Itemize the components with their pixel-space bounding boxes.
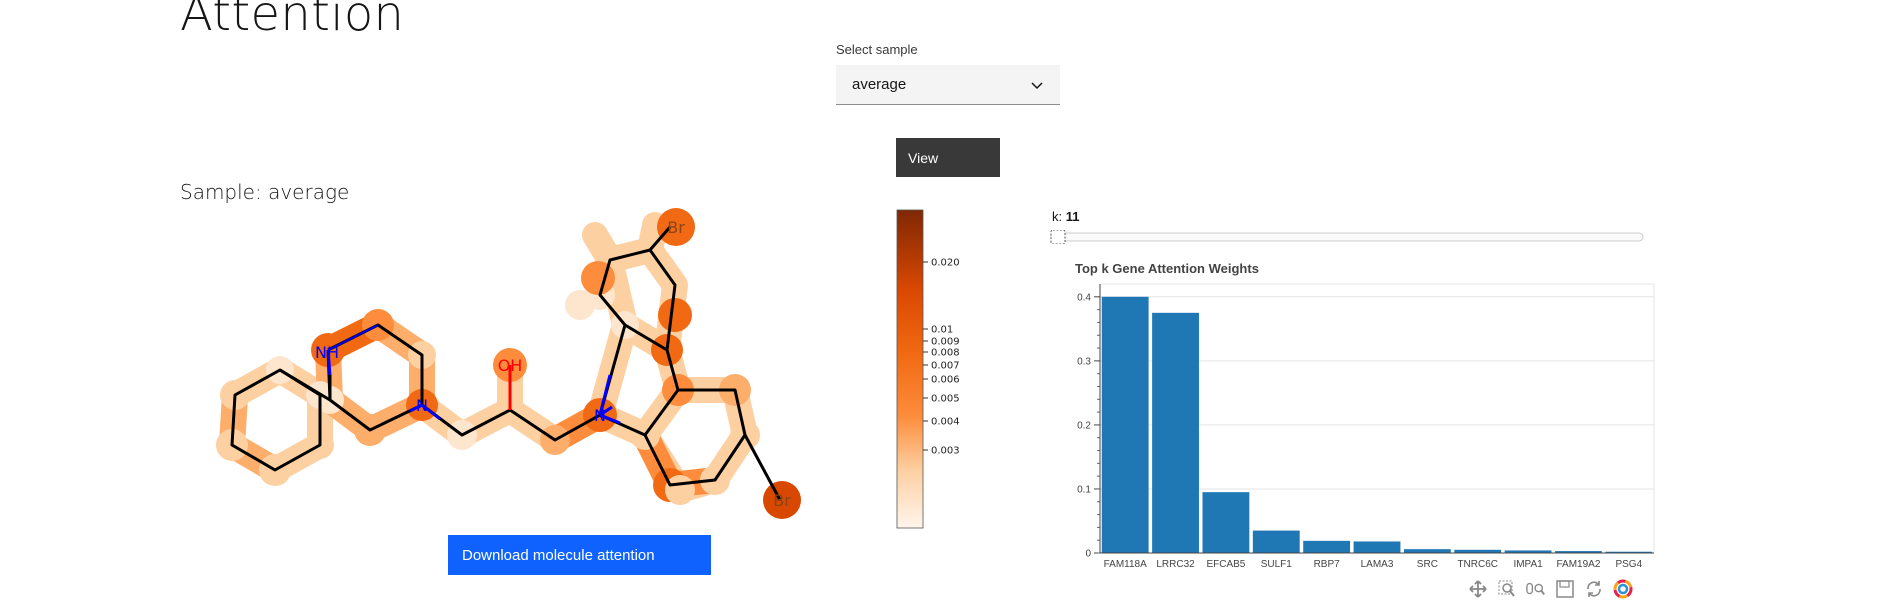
y-tick-label: 0.3 [1077, 356, 1091, 367]
x-tick-label: FAM118A [1104, 559, 1147, 570]
k-slider-handle[interactable] [1050, 230, 1066, 244]
box-zoom-icon[interactable] [1497, 579, 1517, 599]
colorbar-tick-label: 0.020 [931, 258, 960, 269]
save-icon[interactable] [1555, 579, 1575, 599]
x-tick-label: EFCAB5 [1206, 559, 1245, 570]
colorbar-tick-label: 0.005 [931, 394, 960, 405]
pan-icon[interactable] [1468, 579, 1488, 599]
atom-label-oh: OH [498, 356, 523, 375]
chart-bars [1101, 296, 1653, 553]
bar [1555, 551, 1602, 553]
x-tick-label: PSG4 [1615, 559, 1642, 570]
select-sample-label: Select sample [836, 42, 918, 57]
k-label-text: k: [1052, 209, 1063, 224]
page-title: Attention [180, 0, 405, 42]
reset-icon[interactable] [1584, 579, 1604, 599]
colorbar-tick-label: 0.007 [931, 361, 960, 372]
bar [1605, 551, 1653, 553]
bar [1252, 530, 1300, 553]
atom-label-n2: N [594, 406, 606, 425]
x-tick-label: SULF1 [1261, 559, 1293, 570]
bar [1504, 550, 1552, 553]
atom-label-br1: Br [667, 218, 685, 237]
k-value: 11 [1065, 209, 1080, 224]
colorbar-tick-label: 0.009 [931, 337, 960, 348]
x-tick-label: LAMA3 [1361, 559, 1394, 570]
chart-title: Top k Gene Attention Weights [1075, 261, 1259, 276]
molecule-attention-image: NH N OH N Br Br [216, 208, 801, 519]
x-tick-label: SRC [1417, 559, 1438, 570]
download-molecule-attention-button[interactable]: Download molecule attention [448, 535, 711, 575]
k-slider-label: k: 11 [1052, 209, 1080, 224]
y-axis: 0 0.1 0.2 0.3 0.4 [1077, 284, 1101, 560]
bar [1403, 549, 1451, 553]
colorbar-tick-label: 0.006 [931, 375, 960, 386]
x-tick-label: TNRC6C [1457, 559, 1498, 570]
bar [1202, 492, 1250, 553]
colorbar-tick-label: 0.003 [931, 446, 960, 457]
atom-label-n1: N [416, 396, 428, 415]
colorbar-tick-label: 0.004 [931, 417, 960, 428]
x-tick-label: FAM19A2 [1556, 559, 1600, 570]
chevron-down-icon [1031, 81, 1043, 89]
colorbar-tick-label: 0.01 [931, 325, 953, 336]
x-tick-label: IMPA1 [1513, 559, 1543, 570]
gene-attention-bar-chart: Top k Gene Attention Weights 00.10.20.30… [1075, 261, 1655, 570]
y-tick-label: 0.1 [1077, 484, 1091, 495]
y-tick-label: 0 [1085, 549, 1091, 560]
colorbar-tick-label: 0.008 [931, 348, 960, 359]
atom-label-nh: NH [315, 343, 339, 362]
wheel-zoom-icon[interactable] [1526, 579, 1546, 599]
bar [1101, 296, 1149, 553]
x-tick-label: RBP7 [1314, 559, 1341, 570]
y-tick-label: 0.4 [1077, 292, 1091, 303]
bar [1454, 549, 1502, 553]
atom-label-br2: Br [773, 491, 791, 510]
bar [1303, 540, 1351, 553]
bar [1152, 312, 1199, 553]
sample-heading: Sample: average [180, 180, 350, 204]
x-tick-label: LRRC32 [1156, 559, 1195, 570]
k-slider[interactable] [1050, 230, 1644, 244]
sample-select-value: average [852, 76, 907, 93]
hetero-bonds [326, 324, 621, 425]
y-tick-label: 0.2 [1077, 420, 1091, 431]
view-button[interactable]: View [896, 138, 1000, 177]
x-axis-labels: FAM118A LRRC32 EFCAB5 SULF1 RBP7 LAMA3 SRC TNRC… [1100, 552, 1654, 570]
chart-toolbar [1468, 578, 1633, 600]
sample-select[interactable]: average [836, 65, 1060, 105]
bokeh-logo-icon[interactable] [1613, 579, 1633, 599]
atom-labels: NH N OH N Br Br [315, 218, 791, 510]
bar [1353, 541, 1401, 553]
